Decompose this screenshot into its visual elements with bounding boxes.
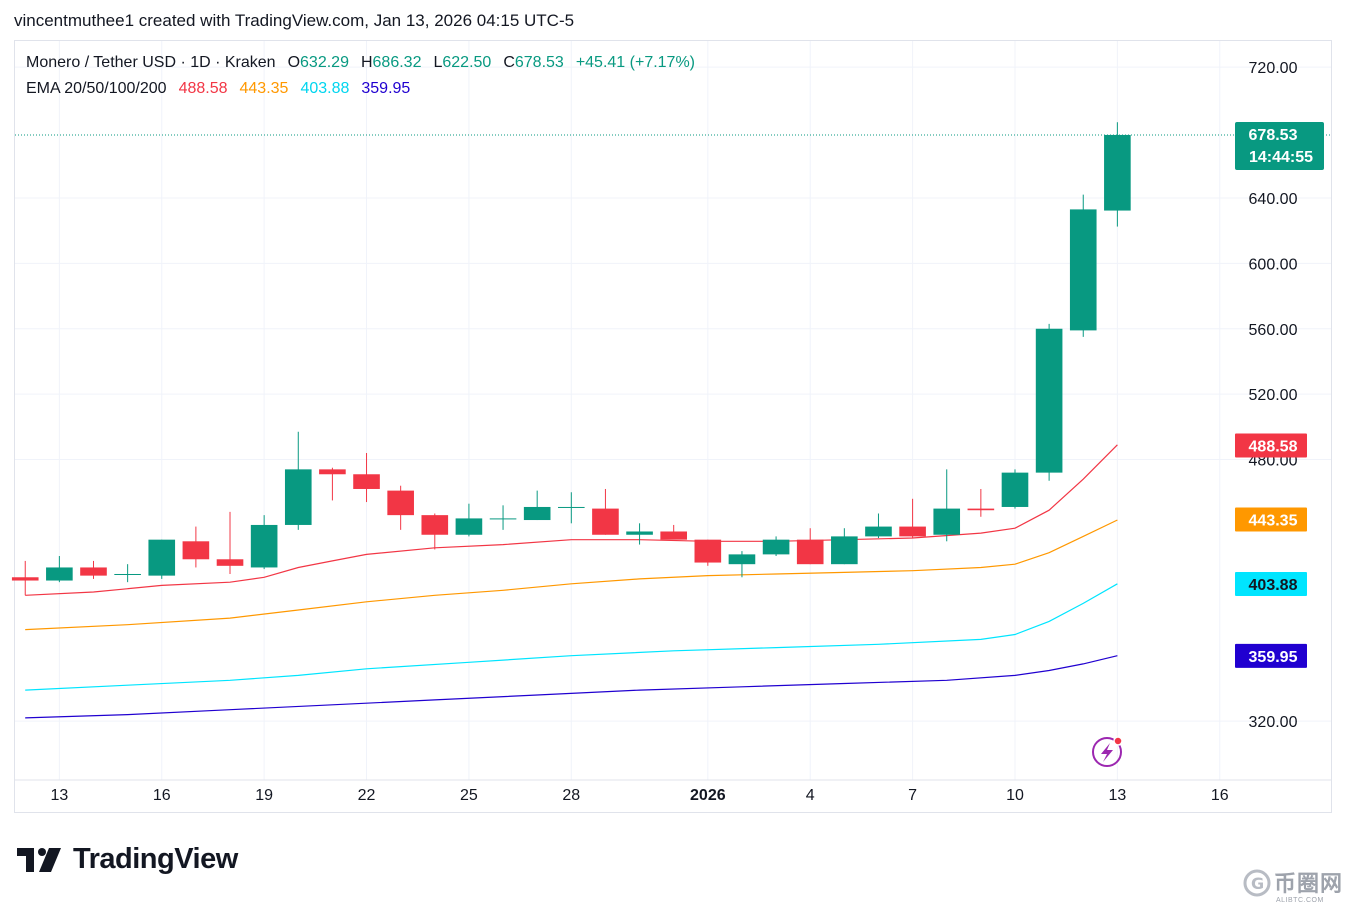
y-tick-label: 600.00 [1249,256,1298,273]
candle-body [626,531,653,535]
watermark-subtext: ALIBTC.COM [1276,897,1324,904]
x-tick-label: 25 [460,787,478,804]
open-label: O [287,54,301,71]
candle-body [80,567,107,576]
high-label: H [360,54,373,71]
candle-body [1069,209,1097,331]
lightning-event-icon [1092,736,1123,767]
candle-body [865,526,892,537]
candle-body [216,559,244,566]
x-tick-label: 19 [255,787,273,804]
candle-body [46,567,73,581]
candle-body [1104,134,1131,211]
candle-body [455,518,483,535]
last-price-tag [1235,121,1324,170]
candle-body [250,524,278,568]
ema-label[interactable]: EMA 20/50/100/200 [26,80,167,97]
candle-body [148,539,176,576]
ema20-value: 488.58 [178,80,228,97]
price-tag-ema20 [1235,433,1307,458]
price-tag-ema100-label: 403.88 [1249,577,1298,594]
candle-body [592,508,619,535]
candle-body [694,539,722,563]
ema100-value: 403.88 [300,80,350,97]
tradingview-wordmark: TradingView [73,843,238,875]
price-tag-ema20-label: 488.58 [1249,439,1298,456]
price-tag-ema200 [1235,643,1307,668]
candle-body [114,573,141,575]
x-tick-label: 28 [562,787,580,804]
candle-body [319,469,346,475]
ohlc-legend: Monero / Tether USD · 1D · Kraken O632.29… [26,54,695,72]
x-tick-label: 7 [908,787,917,804]
candle-body [523,506,551,521]
candle-body [796,539,824,565]
x-tick-label: 22 [358,787,376,804]
candle-body [831,536,858,565]
x-tick-label: 2026 [690,787,726,804]
close-value: 678.53 [514,54,564,71]
low-label: L [433,54,443,71]
ema-line-ema100 [25,583,1118,691]
chart-caption: vincentmuthee1 created with TradingView.… [14,11,575,30]
ema-line-ema200 [25,655,1118,719]
candle-body [353,474,380,489]
x-tick-label: 4 [806,787,815,804]
event-bolt [1101,743,1113,762]
countdown-value: 14:44:55 [1249,149,1313,166]
ema-line-ema20 [25,444,1118,596]
candle-body [660,531,688,540]
symbol-label[interactable]: Monero / Tether USD · 1D · Kraken [26,54,276,71]
high-value: 686.32 [372,54,422,71]
ema-line-ema50 [25,519,1118,631]
close-label: C [503,54,515,71]
candle-body [284,469,312,525]
watermark-text: 币圈网 [1274,871,1344,896]
y-tick-label: 640.00 [1249,191,1298,208]
candle-body [762,539,790,555]
candle-body [489,518,517,520]
candle-body [421,515,449,535]
x-tick-label: 10 [1006,787,1024,804]
x-tick-label: 16 [1211,787,1229,804]
price-tag-ema200-label: 359.95 [1249,649,1298,666]
event-circle [1092,737,1122,767]
y-tick-label: 520.00 [1249,387,1298,404]
chart-frame[interactable] [14,40,1332,813]
open-value: 632.29 [300,54,349,71]
candle-body [1001,472,1029,507]
x-tick-label: 13 [1108,787,1126,804]
y-tick-label: 720.00 [1249,60,1298,77]
svg-text:G: G [1251,874,1264,893]
last-price-value: 678.53 [1249,127,1298,144]
price-tag-ema50 [1235,507,1307,532]
x-tick-label: 16 [153,787,171,804]
price-tag-ema100 [1235,572,1307,597]
event-dot [1113,736,1123,746]
price-tag-ema50-label: 443.35 [1249,512,1298,529]
x-tick-label: 13 [50,787,68,804]
candle-body [387,490,414,516]
candle-body [182,541,210,560]
candle-body [933,508,961,535]
ema-legend: EMA 20/50/100/200 488.58 443.35 403.88 359.9… [26,80,410,98]
tradingview-logo-icon [17,847,61,872]
change-value: +45.41 (+7.17%) [575,54,696,71]
site-watermark: G 币圈网 ALIBTC.COM [1240,866,1344,904]
ema50-value: 443.35 [239,80,289,97]
candle-body [728,554,756,565]
candle-body [899,526,926,537]
low-value: 622.50 [442,54,492,71]
candle-body [557,506,585,508]
tradingview-logo[interactable]: TradingView [17,843,238,876]
y-tick-label: 320.00 [1249,714,1298,731]
candle-body [11,577,39,581]
ema200-value: 359.95 [361,80,411,97]
candle-body [967,508,995,511]
candle-body [1035,328,1063,473]
y-tick-label: 560.00 [1249,322,1298,339]
watermark-logo-icon: G [1243,869,1271,897]
